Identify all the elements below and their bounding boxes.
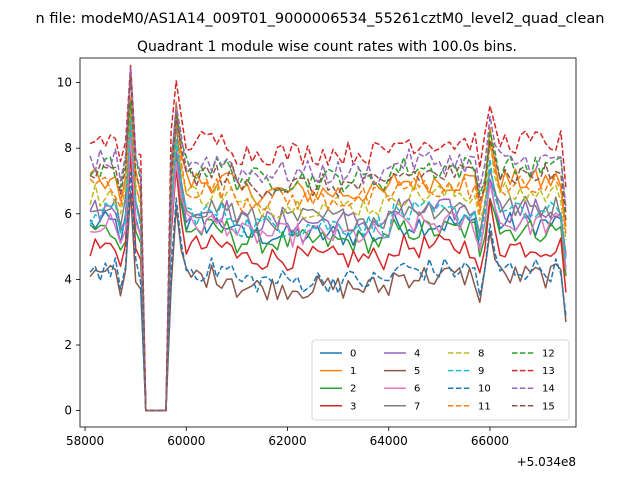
legend-label-11: 11 bbox=[478, 401, 491, 412]
y-axis: 0 2 4 6 8 10 bbox=[57, 76, 80, 418]
legend-label-0: 0 bbox=[350, 349, 356, 360]
legend-frame bbox=[311, 339, 570, 421]
legend-label-8: 8 bbox=[478, 349, 484, 360]
x-offset-label: +5.034e8 bbox=[517, 455, 576, 469]
legend-label-14: 14 bbox=[542, 384, 555, 395]
legend-label-1: 1 bbox=[350, 366, 356, 377]
series-line-12 bbox=[89, 100, 567, 412]
suptitle: n file: modeM0/AS1A14_009T01_9000006534_… bbox=[36, 11, 605, 27]
legend-label-6: 6 bbox=[414, 384, 420, 395]
series-line-10 bbox=[89, 171, 567, 412]
y-tick-label: 2 bbox=[64, 338, 72, 352]
y-tick-label: 4 bbox=[64, 272, 72, 286]
y-tick-label: 10 bbox=[57, 76, 72, 90]
y-tick-label: 0 bbox=[64, 404, 72, 418]
legend-label-5: 5 bbox=[414, 366, 420, 377]
x-tick-label: 58000 bbox=[66, 434, 104, 448]
x-tick-label: 60000 bbox=[167, 434, 205, 448]
legend-label-12: 12 bbox=[542, 349, 555, 360]
legend-label-2: 2 bbox=[350, 384, 356, 395]
legend-label-4: 4 bbox=[414, 349, 420, 360]
x-axis: 58000 60000 62000 64000 66000 bbox=[66, 427, 509, 448]
legend-label-15: 15 bbox=[542, 401, 555, 412]
series-line-15 bbox=[89, 75, 567, 412]
series-line-9 bbox=[89, 118, 567, 412]
x-tick-label: 64000 bbox=[370, 434, 408, 448]
legend-label-9: 9 bbox=[478, 366, 484, 377]
legend-label-13: 13 bbox=[542, 366, 555, 377]
y-tick-label: 6 bbox=[64, 207, 72, 221]
legend-label-3: 3 bbox=[350, 401, 356, 412]
x-tick-label: 66000 bbox=[471, 434, 509, 448]
plot-frame bbox=[79, 57, 577, 428]
series-layer bbox=[89, 64, 567, 412]
legend-label-7: 7 bbox=[414, 401, 420, 412]
series-line-13 bbox=[89, 64, 567, 412]
legend-label-10: 10 bbox=[478, 384, 491, 395]
y-tick-label: 8 bbox=[64, 141, 72, 155]
chart-title: Quadrant 1 module wise count rates with … bbox=[137, 39, 517, 55]
x-tick-label: 62000 bbox=[268, 434, 306, 448]
